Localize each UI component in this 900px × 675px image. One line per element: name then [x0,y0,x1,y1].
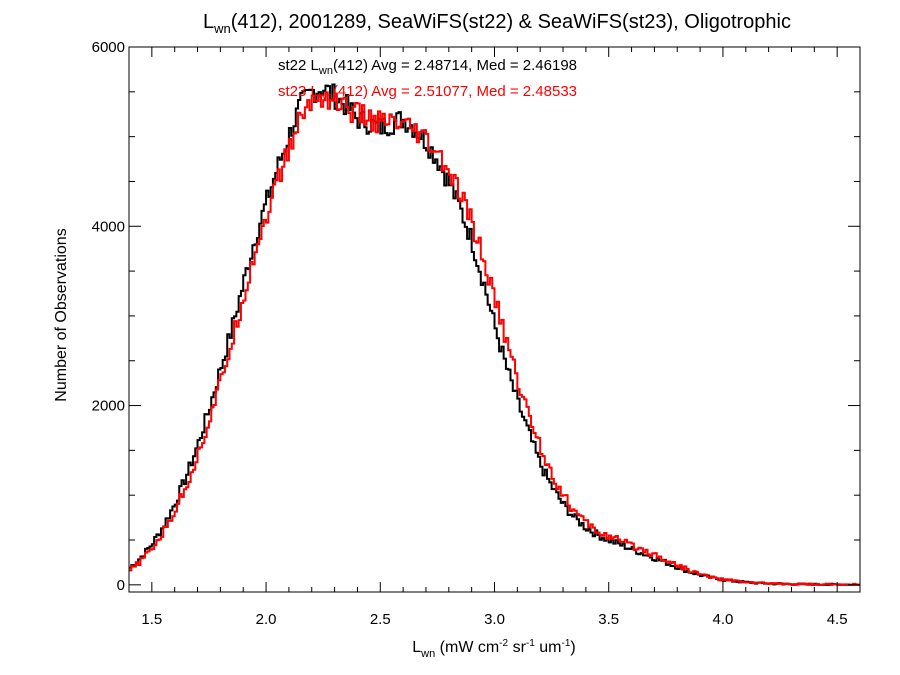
x-tick-label: 3.5 [598,611,619,628]
series-st22 [129,83,860,586]
x-axis-label: Lwn (mW cm-2 sr-1 um-1) [412,638,575,660]
ticks-layer [128,46,861,592]
annotation-sub: wn [318,65,333,77]
x-axis-label-part: -1 [561,638,570,649]
series-layer [129,83,860,586]
x-axis-label-part: wn [420,648,435,660]
y-tick-label: 2000 [92,398,125,415]
annotation-suffix: (412) Avg = 2.51077, Med = 2.48533 [333,83,577,100]
x-axis-label-part: L [412,639,421,656]
x-tick-label: 4.0 [713,611,734,628]
y-tick-label: 6000 [92,39,125,56]
x-axis-label-part: ) [570,639,575,656]
x-tick-label: 2.0 [256,611,277,628]
x-tick-label: 2.5 [370,611,391,628]
x-axis-label-part: -1 [526,638,535,649]
x-axis-label-part: sr [508,639,526,656]
x-tick-label: 4.5 [827,611,848,628]
title-part: L [203,11,214,33]
series-st23 [129,91,860,586]
x-axis-label-part: (mW cm [435,639,499,656]
tick-labels-layer: 1.5 2.0 2.5 3.0 3.5 4.0 4.5 0 2000 4000 6000 [92,39,848,628]
annotation-prefix: st22 L [278,57,319,74]
y-axis-label: Number of Observations [53,228,70,401]
annotation-suffix: (412) Avg = 2.48714, Med = 2.46198 [333,57,577,74]
x-tick-label: 3.0 [484,611,505,628]
title-part: wn [213,21,231,36]
annotation-sub: wn [318,91,333,103]
x-axis-label-part: -2 [499,638,508,649]
y-tick-label: 4000 [92,218,125,235]
annotation-st22: st22 Lwn(412) Avg = 2.48714, Med = 2.461… [278,57,577,77]
chart-title: Lwn(412), 2001289, SeaWiFS(st22) & SeaWi… [203,11,791,36]
title-part: (412), 2001289, SeaWiFS(st22) & SeaWiFS(… [231,11,791,33]
x-axis-label-part: um [535,639,562,656]
annotation-st23: st23 Lwn(412) Avg = 2.51077, Med = 2.485… [278,83,577,103]
annotation-prefix: st23 L [278,83,319,100]
x-tick-label: 1.5 [141,611,162,628]
y-tick-label: 0 [117,577,125,594]
